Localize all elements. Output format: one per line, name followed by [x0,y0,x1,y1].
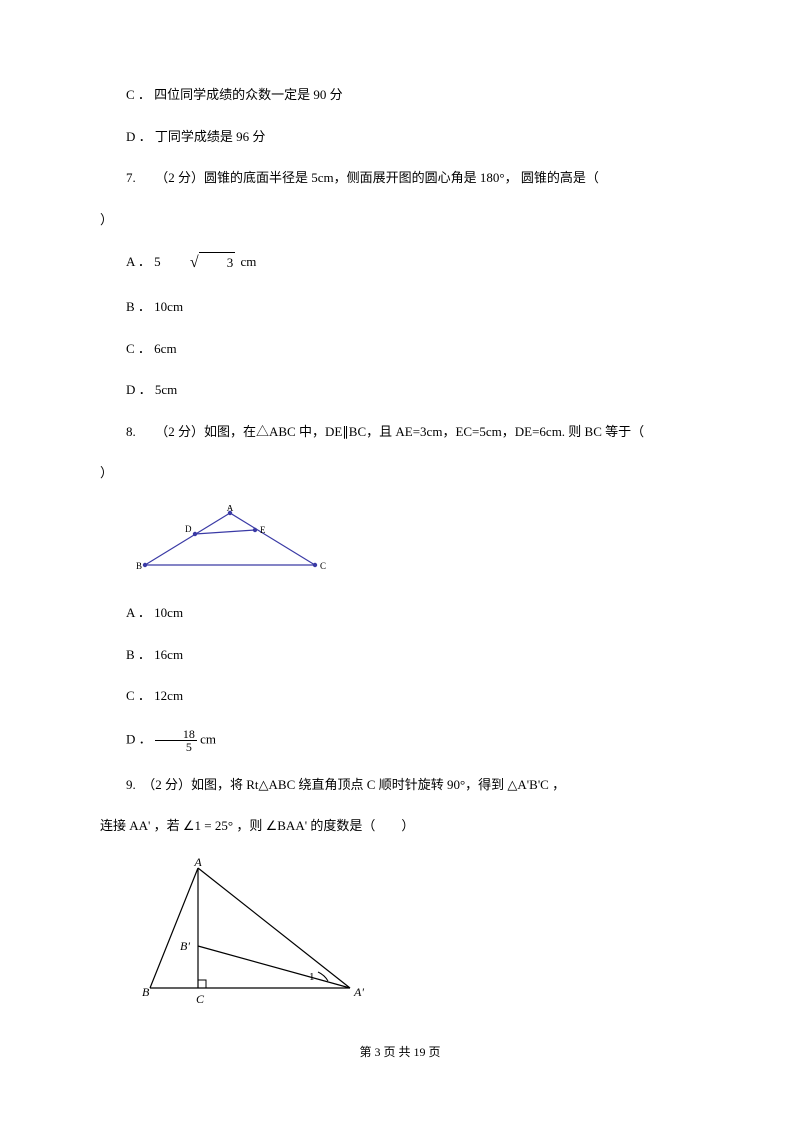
q8-optA-val: 10cm [154,605,183,620]
q9-rotation-figure: A B C A' B' 1 [130,858,700,1014]
q9-label-Ap: A' [353,985,364,999]
q8-option-b: B ． 16cm [100,645,700,665]
q7-optA-radicand: 3 [199,252,236,273]
q9-pre: 9. （2 分）如图，将 [126,777,246,792]
q7-stem: 7. （2 分）圆锥的底面半径是 5cm，侧面展开图的圆心角是 180°， 圆锥… [100,168,700,188]
q8-label-E: E [260,525,266,535]
q7-close-paren: ） [100,210,700,230]
q8-optD-unit: cm [197,731,216,746]
q9-label-B: B [142,985,150,999]
q8-label-D: D [185,524,192,534]
q7-option-d: D ． 5cm [100,380,700,400]
q9-label-Bp: B' [180,939,190,953]
q9-stem-line2: 连接 AA' ，若 ∠1 = 25° ，则 ∠BAA' 的度数是（ ） [100,816,700,836]
q9-end: 的度数是（ ） [307,818,414,833]
sqrt-icon: √3 [164,251,235,275]
q7-option-c: C ． 6cm [100,339,700,359]
q8-close-paren: ） [100,463,700,483]
q9-mid3: ， [549,777,565,792]
q9-mid1: 绕直角顶点 C 顺时针旋转 [295,777,447,792]
page-content: C ． 四位同学成绩的众数一定是 90 分 D ． 丁同学成绩是 96 分 7.… [0,0,800,1101]
q9-tri: △A'B'C [507,777,548,792]
q8-optC-prefix: C ． [126,688,154,703]
q9-label-one: 1 [309,971,315,983]
q6-option-d: D ． 丁同学成绩是 96 分 [100,127,700,147]
q7-option-a: A ． 5 √3 cm [100,251,700,275]
q8-optC-val: 12cm [154,688,183,703]
q9-stem-line1: 9. （2 分）如图，将 Rt△ABC 绕直角顶点 C 顺时针旋转 90°，得到… [100,775,700,795]
q9-rt: Rt△ABC [246,777,295,792]
fraction-icon: 185 [155,728,197,753]
q6-option-c: C ． 四位同学成绩的众数一定是 90 分 [100,85,700,105]
q8-label-A: A [227,505,234,513]
q8-label-B: B [136,561,142,571]
q7-option-b: B ． 10cm [100,297,700,317]
q8-optA-prefix: A ． [126,605,154,620]
q9-deg: 90° [447,777,465,792]
q9-aa: AA' [129,818,150,833]
q9-ang: ∠1 = 25° [183,818,233,833]
q8-optB-prefix: B ． [126,647,154,662]
q9-label-C: C [196,992,205,1006]
q7-optA-suffix: cm [237,254,256,269]
q7-optA-prefix: A ． 5 [126,254,164,269]
q8-label-C: C [320,561,326,571]
q8-option-a: A ． 10cm [100,603,700,623]
q8-optD-prefix: D ． [126,731,155,746]
q9-if: ，若 [150,818,183,833]
q9-l2-pre: 连接 [100,818,129,833]
q9-then: ，则 [233,818,266,833]
q8-option-c: C ． 12cm [100,686,700,706]
q8-triangle-figure: A B C D E [130,505,700,586]
q8-optD-den: 5 [155,741,197,753]
q9-baa: ∠BAA' [266,818,307,833]
q9-mid2: ，得到 [465,777,507,792]
q9-label-A: A [193,858,202,869]
page-number: 第 3 页 共 19 页 [100,1043,700,1061]
q8-optD-num: 18 [155,728,197,741]
q8-stem: 8. （2 分）如图，在△ABC 中，DE∥BC，且 AE=3cm，EC=5cm… [100,422,700,442]
q8-optB-val: 16cm [154,647,183,662]
q8-option-d: D ． 185 cm [100,728,700,753]
